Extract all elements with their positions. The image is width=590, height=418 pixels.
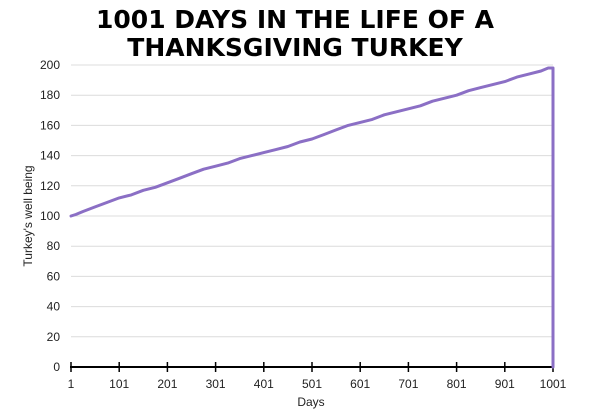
y-tick-label: 20 (47, 330, 61, 344)
x-tick-label: 301 (206, 377, 226, 391)
x-tick-label: 1 (68, 377, 75, 391)
x-tick-label: 201 (157, 377, 177, 391)
x-axis: 1 101 201 301 401 501 601 701 801 901 1001 (68, 362, 567, 391)
y-tick-label: 0 (53, 360, 60, 374)
x-tick-label: 701 (398, 377, 418, 391)
x-tick-label: 401 (254, 377, 274, 391)
y-tick-label: 40 (47, 300, 61, 314)
y-axis-label: Turkey's well being (21, 165, 35, 266)
x-axis-label: Days (297, 395, 324, 409)
y-tick-label: 180 (40, 88, 60, 102)
y-tick-label: 60 (47, 269, 61, 283)
y-tick-label: 140 (40, 149, 60, 163)
y-tick-label: 160 (40, 118, 60, 132)
gridlines (71, 64, 553, 338)
chart-title-line-2: THANKSGIVING TURKEY (127, 33, 463, 62)
x-tick-label: 801 (447, 377, 467, 391)
x-tick-label: 501 (302, 377, 322, 391)
chart-title: 1001 DAYS IN THE LIFE OF A THANKSGIVING … (0, 6, 590, 62)
y-tick-label: 200 (40, 58, 60, 72)
y-tick-labels: 0 20 40 60 80 100 120 140 160 180 200 (40, 58, 60, 374)
plot-area (69, 66, 555, 369)
x-tick-label: 601 (350, 377, 370, 391)
x-tick-label: 901 (495, 377, 515, 391)
y-tick-label: 100 (40, 209, 60, 223)
y-tick-label: 120 (40, 179, 60, 193)
x-tick-label: 101 (109, 377, 129, 391)
series-line (69, 66, 555, 369)
x-tick-label: 1001 (540, 377, 567, 391)
y-tick-label: 80 (47, 239, 61, 253)
chart-title-line-1: 1001 DAYS IN THE LIFE OF A (96, 5, 494, 34)
